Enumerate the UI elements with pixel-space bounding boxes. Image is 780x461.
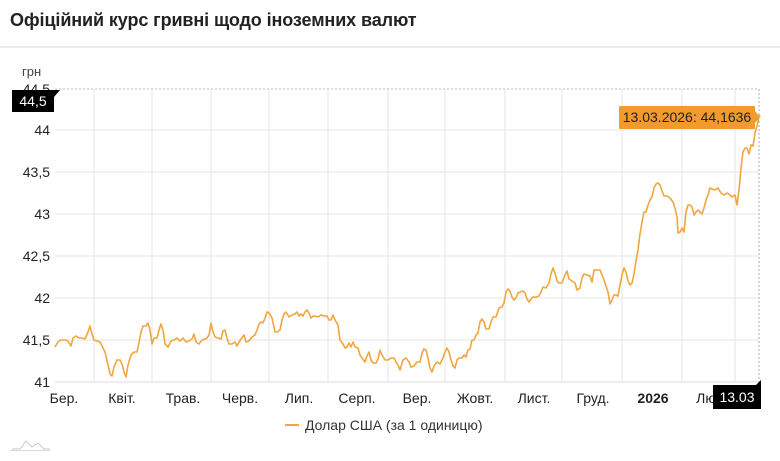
y-tick-label: 42,5 [23, 248, 50, 264]
x-tick-label: Квіт. [108, 390, 135, 406]
legend-label: Долар США (за 1 одиницю) [305, 417, 483, 433]
crosshair-x-label: 13.03 [713, 380, 761, 409]
x-axis-ticks: Бер. Квіт. Трав. Черв. Лип. Серп. Вер. Жовт. Лис… [50, 390, 716, 406]
series-line-usd[interactable] [54, 115, 760, 378]
line-chart[interactable]: грн 41 41,5 42 42,5 43 43,5 44 44,5 Бер. Квіт. Тр… [0, 48, 780, 461]
x-tick-label: Бер. [50, 390, 79, 406]
y-tick-label: 41 [34, 374, 50, 390]
tooltip-text: 13.03.2026: 44,1636 [623, 109, 752, 125]
svg-text:13.03: 13.03 [719, 389, 754, 405]
y-tick-label: 42 [34, 290, 50, 306]
y-tick-label: 44 [34, 122, 50, 138]
y-tick-label: 43,5 [23, 164, 50, 180]
x-tick-label: Груд. [576, 390, 609, 406]
x-tick-label: Вер. [403, 390, 432, 406]
legend-line-swatch [285, 424, 299, 426]
x-tick-label: Лю [696, 390, 716, 406]
y-axis-unit: грн [22, 64, 41, 79]
grid [55, 89, 759, 383]
x-tick-label: 2026 [637, 390, 668, 406]
y-tick-label: 41,5 [23, 332, 50, 348]
tooltip: 13.03.2026: 44,1636 [619, 106, 760, 129]
x-tick-label: Жовт. [457, 390, 493, 406]
x-tick-label: Черв. [222, 390, 258, 406]
svg-text:44,5: 44,5 [19, 93, 46, 109]
legend-item-usd[interactable]: Долар США (за 1 одиницю) [285, 417, 483, 433]
x-tick-label: Лист. [518, 390, 551, 406]
last-point-marker [757, 114, 761, 118]
title-divider [0, 46, 780, 48]
y-tick-label: 43 [34, 206, 50, 222]
crosshair-y-label: 44,5 [12, 90, 60, 112]
x-tick-label: Серп. [338, 390, 375, 406]
page-title: Офіційний курс гривні щодо іноземних вал… [10, 10, 417, 30]
chart-mountain-icon [10, 440, 50, 451]
x-tick-label: Трав. [166, 390, 201, 406]
x-tick-label: Лип. [285, 390, 313, 406]
